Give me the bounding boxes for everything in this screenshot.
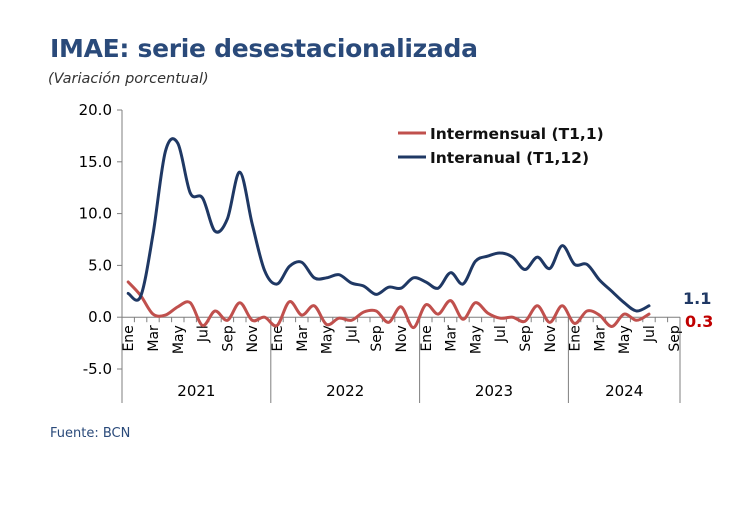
series-line-intermensual <box>126 280 651 330</box>
x-month-label: Sep <box>667 325 683 352</box>
x-month-label: Jul <box>493 325 509 343</box>
x-month-label: Mar <box>592 325 608 352</box>
x-year-labels: 2021 2022 2023 2024 <box>177 382 643 400</box>
chart-subtitle: (Variación porcentual) <box>48 71 209 87</box>
x-month-label: May <box>617 325 633 354</box>
x-month-label: Ene <box>270 325 286 351</box>
x-month-label: May <box>320 325 336 354</box>
x-month-label: Ene <box>419 325 435 351</box>
legend-label-intermensual: Intermensual (T1,1) <box>430 125 604 143</box>
x-year-label: 2024 <box>605 382 643 400</box>
x-year-label: 2023 <box>475 382 513 400</box>
x-month-label: Sep <box>369 325 385 352</box>
y-tick-label: -5.0 <box>83 360 112 378</box>
chart-title: IMAE: serie desestacionalizada <box>50 34 478 63</box>
end-label-interanual: 1.1 <box>683 289 711 308</box>
source-note: Fuente: BCN <box>50 426 131 441</box>
x-month-label: Jul <box>196 325 212 343</box>
x-month-label: Mar <box>146 325 162 352</box>
x-month-label: Jul <box>344 325 360 343</box>
end-label-intermensual: 0.3 <box>685 312 713 331</box>
series-lines <box>126 137 651 330</box>
x-month-label: Sep <box>518 325 534 352</box>
y-tick-label: 5.0 <box>88 256 112 274</box>
x-month-label: Nov <box>543 325 559 352</box>
x-year-label: 2022 <box>326 382 364 400</box>
x-month-label: Nov <box>245 325 261 352</box>
x-month-label: Jul <box>642 325 658 343</box>
legend: Intermensual (T1,1) Interanual (T1,12) <box>398 125 604 167</box>
axes <box>117 109 681 403</box>
x-month-labels: Ene Mar May Jul Sep Nov Ene Mar May Jul Sep Nov Ene M… <box>121 325 683 354</box>
x-month-label: Mar <box>444 325 460 352</box>
y-ticks: 20.0 15.0 10.0 5.0 0.0 -5.0 <box>79 101 112 378</box>
x-year-label: 2021 <box>177 382 215 400</box>
x-month-label: Mar <box>295 325 311 352</box>
y-tick-label: 0.0 <box>88 308 112 326</box>
x-month-label: May <box>171 325 187 354</box>
legend-label-interanual: Interanual (T1,12) <box>430 149 589 167</box>
x-month-label: Ene <box>568 325 584 351</box>
series-line-interanual <box>126 137 651 313</box>
y-tick-label: 10.0 <box>79 205 112 223</box>
x-month-label: Sep <box>220 325 236 352</box>
x-month-label: Nov <box>394 325 410 352</box>
x-month-label: May <box>468 325 484 354</box>
x-month-label: Ene <box>121 325 137 351</box>
y-tick-label: 15.0 <box>79 153 112 171</box>
y-tick-label: 20.0 <box>79 101 112 119</box>
